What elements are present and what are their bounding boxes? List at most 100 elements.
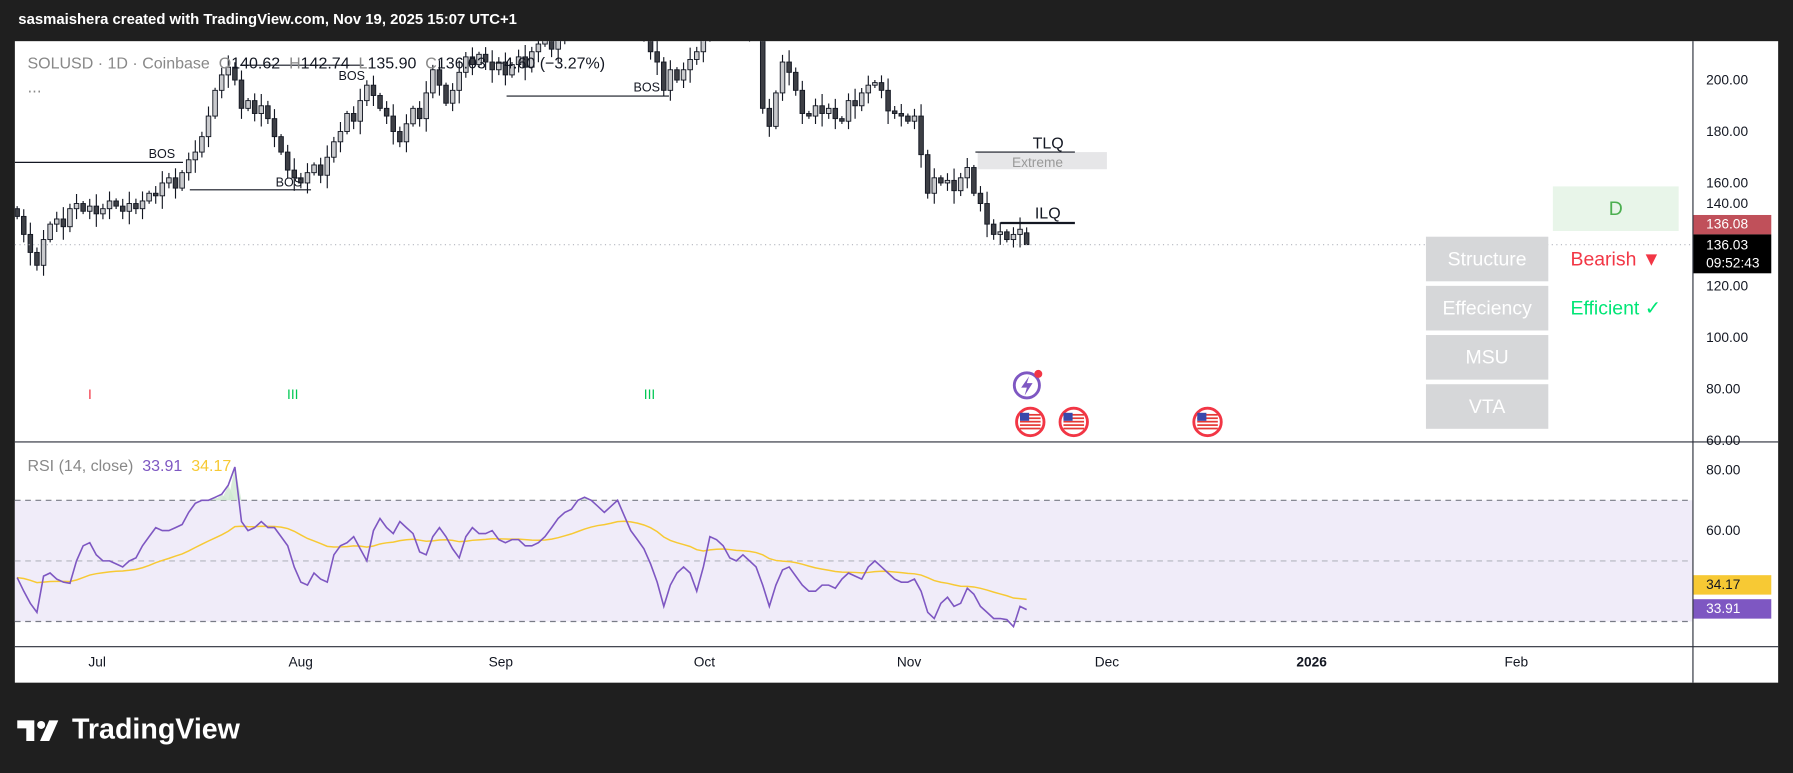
candle bbox=[555, 41, 561, 63]
candle bbox=[324, 145, 331, 189]
more-indicators-button[interactable]: ... bbox=[27, 80, 42, 98]
timeframe-cell: D bbox=[1552, 186, 1679, 231]
candle bbox=[344, 110, 350, 135]
candle bbox=[502, 52, 509, 86]
efficiency-header: Effeciency bbox=[1425, 285, 1549, 331]
candle bbox=[615, 0, 620, 13]
high-value: 142.74 bbox=[300, 53, 350, 73]
candle bbox=[311, 162, 317, 176]
time-tick: Aug bbox=[288, 654, 313, 671]
candle bbox=[86, 198, 93, 220]
candle bbox=[416, 101, 423, 127]
candle bbox=[106, 191, 113, 220]
candle bbox=[647, 41, 654, 60]
candle bbox=[872, 80, 878, 89]
candle bbox=[845, 93, 852, 130]
candle bbox=[898, 103, 905, 127]
close-label: C bbox=[425, 53, 437, 73]
tv-logo-icon bbox=[17, 719, 59, 741]
candle bbox=[192, 140, 199, 173]
rsi-legend[interactable]: RSI (14, close) 33.91 34.17 bbox=[27, 456, 231, 474]
lightning-event-icon[interactable] bbox=[1012, 369, 1043, 400]
close-value: 136.03 bbox=[436, 53, 486, 73]
candle bbox=[806, 110, 812, 119]
us-flag-icon[interactable] bbox=[1192, 406, 1223, 438]
candle bbox=[786, 50, 792, 86]
candle bbox=[727, 1, 732, 24]
candle bbox=[73, 194, 80, 220]
us-flag-icon[interactable] bbox=[1015, 406, 1046, 438]
candle bbox=[337, 121, 344, 153]
candle bbox=[172, 168, 179, 199]
candle bbox=[60, 207, 67, 240]
candle bbox=[709, 41, 711, 42]
candle bbox=[423, 81, 429, 132]
candle bbox=[522, 45, 528, 81]
candle bbox=[179, 170, 185, 191]
candle bbox=[304, 163, 311, 194]
candle bbox=[661, 57, 667, 96]
open-value: 140.62 bbox=[231, 53, 281, 73]
price-tick: 200.00 bbox=[1706, 72, 1749, 89]
candle bbox=[126, 191, 133, 225]
rsi-value: 33.91 bbox=[142, 456, 183, 475]
extreme-zone bbox=[977, 152, 1107, 170]
candle bbox=[839, 116, 845, 125]
candle bbox=[278, 134, 284, 155]
candle bbox=[482, 47, 489, 70]
signal-marker: III bbox=[644, 387, 655, 402]
candle bbox=[535, 41, 542, 63]
candle bbox=[383, 101, 390, 124]
rsi-ma-value: 34.17 bbox=[191, 456, 232, 475]
signal-marker: I bbox=[88, 387, 92, 402]
time-tick: Nov bbox=[896, 654, 922, 671]
candle bbox=[977, 186, 984, 212]
candle bbox=[905, 113, 911, 125]
candle bbox=[271, 109, 278, 148]
candle bbox=[245, 98, 251, 112]
symbol-legend[interactable]: SOLUSD · 1D · Coinbase O140.62 H142.74 L… bbox=[27, 54, 605, 72]
time-tick: Feb bbox=[1504, 654, 1529, 671]
candle bbox=[852, 88, 858, 119]
bos-label: BOS bbox=[149, 147, 176, 161]
low-label: L bbox=[358, 53, 368, 73]
candle bbox=[265, 100, 271, 125]
candle bbox=[680, 62, 687, 88]
candle bbox=[957, 172, 964, 197]
price-tick: 140.00 bbox=[1706, 195, 1749, 212]
candle bbox=[582, 3, 587, 31]
candle bbox=[918, 104, 924, 168]
candle bbox=[436, 60, 443, 96]
candle bbox=[812, 98, 819, 124]
rsi-label: RSI (14, close) bbox=[27, 456, 134, 475]
candle bbox=[284, 144, 291, 179]
candle bbox=[449, 83, 456, 112]
candle bbox=[212, 87, 218, 119]
candle bbox=[232, 62, 238, 86]
candle bbox=[687, 47, 693, 83]
candle bbox=[166, 172, 172, 189]
open-label: O bbox=[218, 53, 232, 73]
candle bbox=[635, 1, 640, 39]
candle bbox=[721, 0, 726, 31]
candle bbox=[364, 80, 370, 107]
candles-layer bbox=[14, 0, 1030, 276]
candle bbox=[754, 6, 759, 36]
candle bbox=[258, 93, 265, 127]
candle bbox=[564, 41, 566, 45]
candle bbox=[34, 247, 40, 271]
change-value: −4.60 (−3.27%) bbox=[494, 53, 606, 73]
candle bbox=[357, 88, 363, 135]
high-label: H bbox=[289, 53, 301, 73]
bos-annotations: BOS BOS BOS BOS bbox=[14, 64, 669, 191]
candle bbox=[878, 75, 885, 99]
candle bbox=[397, 126, 403, 148]
us-flag-icon[interactable] bbox=[1058, 406, 1089, 438]
candle bbox=[40, 230, 47, 276]
candle bbox=[47, 221, 53, 243]
low-value: 135.90 bbox=[367, 53, 417, 73]
last-price: 136.03 bbox=[1706, 236, 1749, 253]
rsi-ma-tag: 34.17 bbox=[1693, 575, 1772, 595]
